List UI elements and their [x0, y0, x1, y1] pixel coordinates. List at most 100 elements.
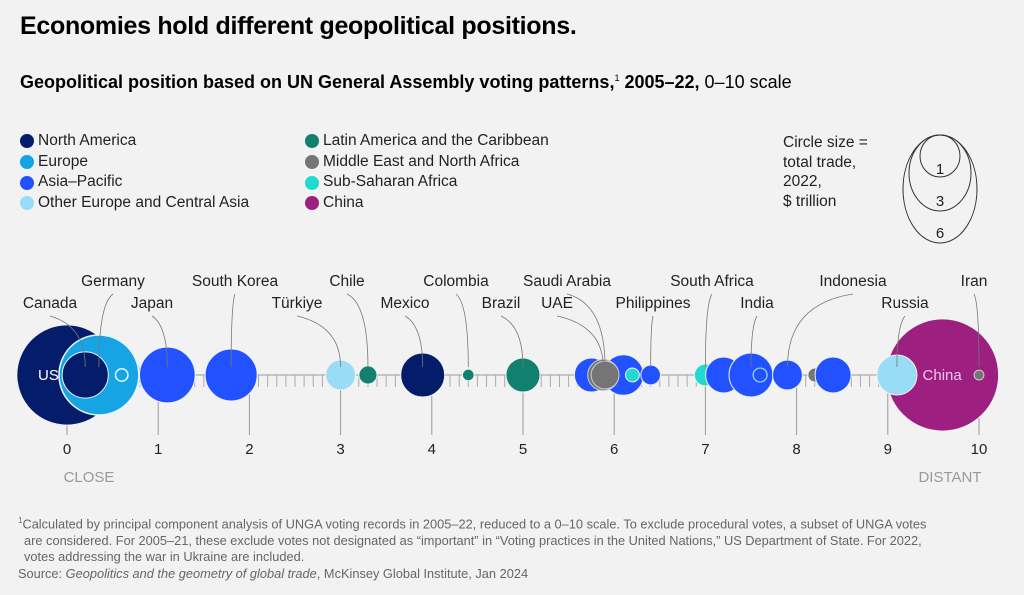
legend-swatch — [20, 134, 34, 149]
country-label: Chile — [329, 273, 364, 290]
legend-swatch — [305, 175, 319, 190]
leader-line — [346, 293, 369, 368]
legend-swatch — [305, 196, 319, 211]
country-label: Japan — [131, 295, 173, 312]
leader-line — [500, 315, 524, 368]
size-legend-value: 1 — [936, 161, 944, 178]
country-label: Russia — [881, 295, 929, 312]
tick-label: 3 — [336, 441, 344, 458]
leader-line — [705, 293, 713, 368]
legend-item: Asia–Pacific — [20, 172, 249, 193]
country-label: India — [740, 295, 774, 312]
legend-swatch — [20, 155, 34, 170]
bubble — [973, 369, 985, 381]
source-publisher: , McKinsey Global Institute, Jan 2024 — [316, 565, 529, 581]
country-label: Türkiye — [272, 295, 323, 312]
axis-end-label-distant: DISTANT — [918, 469, 981, 486]
legend-item: Middle East and North Africa — [305, 152, 549, 173]
legend-swatch — [305, 134, 319, 149]
legend-item: Sub-Saharan Africa — [305, 172, 549, 193]
legend-label: Middle East and North Africa — [323, 152, 520, 170]
footnote-text: Calculated by principal component analys… — [22, 516, 927, 532]
footnote-ref: 1 — [614, 73, 620, 83]
leader-line — [896, 315, 906, 368]
chart-title: Economies hold different geopolitical po… — [20, 12, 577, 40]
leader-line — [49, 315, 86, 368]
leader-line — [750, 315, 758, 368]
leader-line — [973, 293, 980, 368]
tick-label: 10 — [971, 441, 988, 458]
country-label: Saudi Arabia — [523, 273, 611, 290]
bubbles: US China — [16, 318, 1000, 432]
legend-column-1: North America Europe Asia–Pacific Other Eur… — [20, 131, 249, 214]
legend-label: Sub-Saharan Africa — [323, 173, 458, 191]
country-label: Colombia — [423, 273, 489, 290]
tick-label: 2 — [245, 441, 253, 458]
bubble — [138, 346, 196, 404]
size-legend-circle — [919, 134, 961, 178]
legend-label: China — [323, 194, 364, 212]
size-legend-line: 2022, — [783, 173, 822, 190]
size-legend-value: 3 — [936, 193, 944, 210]
legend-item: Latin America and the Caribbean — [305, 131, 549, 152]
tick-label: 8 — [792, 441, 800, 458]
subtitle-main: Geopolitical position based on UN Genera… — [20, 72, 615, 92]
legend-item: North America — [20, 131, 249, 152]
leader-line — [230, 293, 236, 368]
bubble — [61, 351, 109, 399]
tick-label: 5 — [519, 441, 527, 458]
bubble — [640, 364, 662, 386]
bubble-label: China — [923, 367, 963, 384]
legend-swatch — [20, 175, 34, 190]
leader-line — [296, 315, 341, 368]
size-legend-line: Circle size = — [783, 134, 868, 151]
country-label: Germany — [81, 273, 145, 290]
chart-subtitle: Geopolitical position based on UN Genera… — [20, 72, 792, 93]
bubble — [358, 365, 378, 385]
tick-label: 6 — [610, 441, 618, 458]
bubble — [624, 367, 640, 383]
country-label: South Korea — [192, 273, 279, 290]
size-legend-line: $ trillion — [783, 192, 837, 210]
tick-label: 4 — [428, 441, 436, 458]
leader-line — [404, 315, 424, 368]
country-label: Philippines — [616, 295, 691, 312]
footnote: 1Calculated by principal component analy… — [18, 513, 1008, 582]
tick-label: 9 — [884, 441, 892, 458]
source-label: Source: — [18, 565, 66, 581]
size-legend-value: 6 — [936, 225, 944, 242]
country-label: Iran — [961, 273, 988, 290]
country-label: Indonesia — [819, 273, 887, 290]
legend-item: China — [305, 193, 549, 214]
leader-line — [566, 293, 606, 368]
country-label: Canada — [23, 295, 78, 312]
legend-label: Europe — [38, 152, 88, 170]
country-label: UAE — [541, 295, 573, 312]
bubble — [114, 368, 129, 382]
subtitle-scale: 0–10 scale — [699, 72, 792, 92]
country-label: South Africa — [670, 273, 754, 290]
subtitle-years: 2005–22, — [619, 72, 700, 92]
bubble — [400, 352, 446, 398]
leader-line — [787, 293, 854, 368]
tick-label: 7 — [701, 441, 709, 458]
legend-swatch — [20, 196, 34, 211]
leader-line — [556, 315, 604, 368]
bubble — [461, 368, 475, 382]
legend-label: Asia–Pacific — [38, 173, 123, 191]
leader-line — [455, 293, 469, 368]
footnote-marker: 1 — [18, 516, 23, 525]
bubble-label: US — [38, 367, 59, 384]
leader-line — [151, 315, 168, 368]
axis-end-label-close: CLOSE — [64, 469, 115, 486]
tick-label: 1 — [154, 441, 162, 458]
legend-swatch — [305, 155, 319, 170]
legend-label: Other Europe and Central Asia — [38, 194, 250, 212]
size-legend-line: total trade, — [783, 153, 857, 171]
tick-label: 0 — [63, 441, 71, 458]
legend-item: Other Europe and Central Asia — [20, 193, 249, 214]
size-legend-label: Circle size = total trade, 2022, $ trill… — [783, 133, 868, 211]
country-label: Brazil — [482, 295, 521, 312]
source-title: Geopolitics and the geometry of global t… — [65, 565, 317, 581]
